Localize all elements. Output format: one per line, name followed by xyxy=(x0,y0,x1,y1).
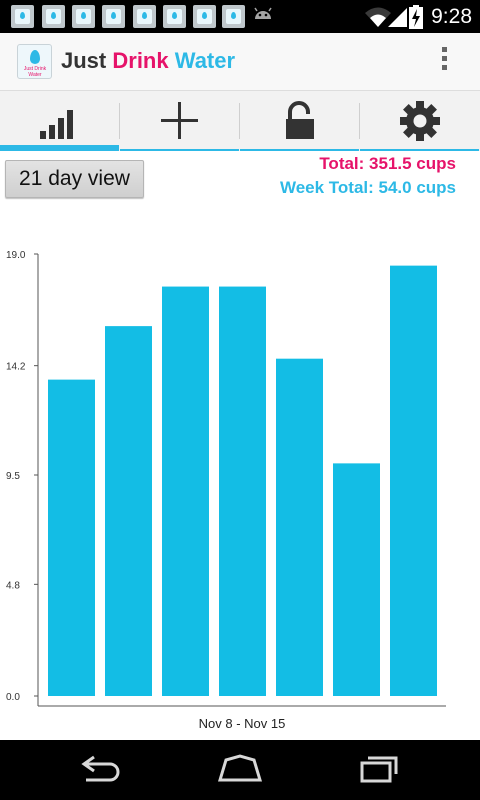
title-just: Just xyxy=(61,48,107,73)
y-tick-label: 14.2 xyxy=(6,362,26,373)
app-title: Just Drink Water xyxy=(61,48,235,74)
water-intake-chart: 0.0 4.8 9.5 14.2 19.0 Nov 8 - Nov 15 xyxy=(6,250,446,731)
chart-bar xyxy=(162,286,209,696)
chart-bar xyxy=(48,379,95,696)
title-water: Water xyxy=(174,48,236,73)
just-drink-water-notification-icon xyxy=(72,5,95,28)
tab-add[interactable] xyxy=(120,91,239,151)
overflow-dot xyxy=(441,47,447,52)
title-drink: Drink xyxy=(112,48,169,73)
logo-text: Just Drink Water xyxy=(23,66,47,78)
system-nav-bar xyxy=(0,740,480,800)
tab-indicator xyxy=(0,145,119,151)
tab-bar xyxy=(0,91,480,151)
back-icon[interactable] xyxy=(78,754,122,784)
chart-bar xyxy=(390,265,437,696)
total-cups: Total: 351.5 cups xyxy=(319,154,456,173)
tab-lock[interactable] xyxy=(240,91,359,151)
tab-indicator xyxy=(360,149,479,151)
tab-settings[interactable] xyxy=(360,91,479,151)
app-logo-icon[interactable]: Just Drink Water xyxy=(17,44,52,79)
android-debug-icon xyxy=(254,7,272,19)
chart-bar xyxy=(105,326,152,696)
tab-divider xyxy=(239,103,240,139)
wifi-icon xyxy=(365,7,391,27)
just-drink-water-notification-icon xyxy=(42,5,65,28)
gear-icon xyxy=(400,101,440,141)
just-drink-water-notification-icon xyxy=(11,5,34,28)
signal-icon xyxy=(388,8,407,27)
day-view-button[interactable]: 21 day view xyxy=(5,160,144,198)
lock-icon xyxy=(286,101,314,139)
overflow-menu-icon[interactable] xyxy=(439,47,449,77)
status-bar: 9:28 xyxy=(0,0,480,33)
x-axis-label: Nov 8 - Nov 15 xyxy=(199,716,286,731)
bar-chart-icon xyxy=(40,110,73,139)
tab-indicator xyxy=(120,149,239,151)
battery-charging-icon xyxy=(409,5,423,29)
tab-divider xyxy=(359,103,360,139)
action-bar: Just Drink Water Just Drink Water xyxy=(0,33,480,91)
chart-bar xyxy=(276,358,323,696)
tab-stats[interactable] xyxy=(0,91,119,151)
recent-apps-icon[interactable] xyxy=(358,754,402,784)
chart-bar xyxy=(219,286,266,696)
y-tick-label: 19.0 xyxy=(6,250,26,261)
overflow-dot xyxy=(441,65,447,70)
just-drink-water-notification-icon xyxy=(133,5,156,28)
just-drink-water-notification-icon xyxy=(102,5,125,28)
tab-indicator xyxy=(240,149,359,151)
tab-divider xyxy=(119,103,120,139)
y-tick-label: 4.8 xyxy=(6,580,20,591)
just-drink-water-notification-icon xyxy=(222,5,245,28)
just-drink-water-notification-icon xyxy=(163,5,186,28)
water-drop-icon xyxy=(30,50,40,64)
overflow-dot xyxy=(441,56,447,61)
home-icon[interactable] xyxy=(216,754,264,784)
just-drink-water-notification-icon xyxy=(193,5,216,28)
y-tick-label: 9.5 xyxy=(6,471,20,482)
chart-bar xyxy=(333,463,380,696)
plus-icon xyxy=(161,102,198,139)
week-total-cups: Week Total: 54.0 cups xyxy=(279,178,456,197)
y-tick-label: 0.0 xyxy=(6,692,20,703)
status-time: 9:28 xyxy=(431,5,472,28)
